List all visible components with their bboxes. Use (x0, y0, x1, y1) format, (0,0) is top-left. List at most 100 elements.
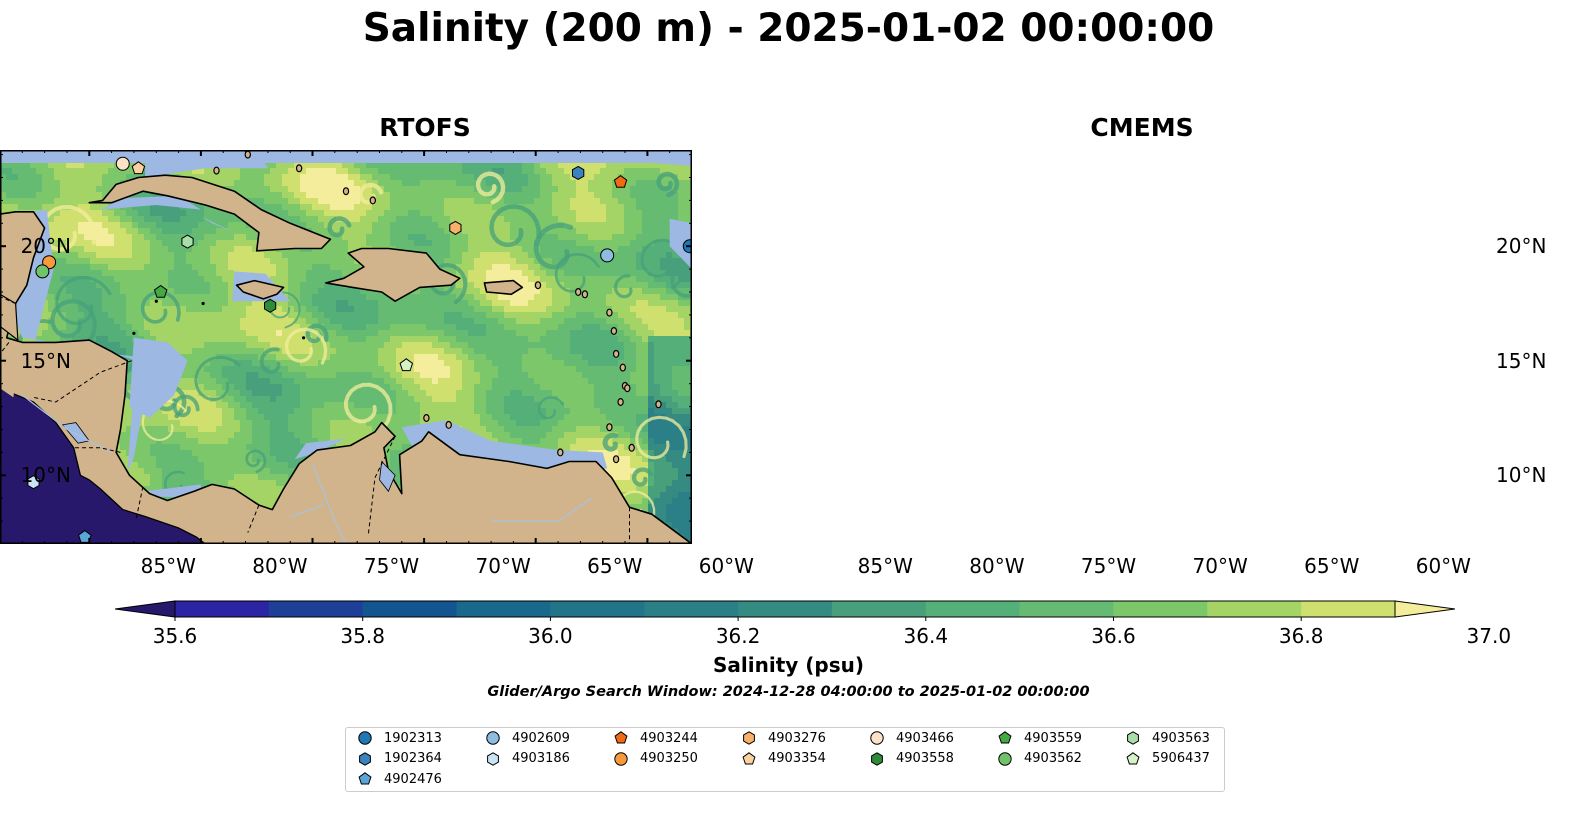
float-markers (27, 156, 692, 543)
legend-label: 5906437 (1152, 751, 1210, 766)
legend-marker (358, 772, 372, 785)
legend-marker (614, 751, 628, 766)
country-borders (0, 296, 630, 544)
float-marker-4903276 (449, 220, 462, 235)
legend-item: 4903562 (994, 750, 1082, 768)
circle-marker-icon (358, 731, 372, 745)
colorbar-tick-label: 35.6 (152, 624, 198, 648)
float-marker-4902476 (78, 529, 92, 543)
lat-tick-label: 15°N (20, 348, 71, 373)
pentagon-marker-icon (614, 731, 628, 744)
lat-tick-label: 20°N (20, 234, 71, 259)
legend-marker (871, 751, 883, 766)
colorbar-bin (362, 601, 458, 617)
legend-marker (742, 751, 756, 764)
float-marker-5906437 (399, 358, 414, 372)
hexagon-marker-icon (1127, 731, 1139, 745)
legend-marker (1127, 731, 1139, 745)
map-content (0, 150, 692, 544)
legend-label: 4903562 (1024, 751, 1082, 766)
colorbar-tick-label: 36.0 (528, 624, 573, 648)
pentagon-marker-icon (358, 772, 372, 785)
colorbar-bin (738, 601, 833, 617)
lon-tick-label: 65°W (587, 554, 643, 578)
pentagon-marker-icon (742, 751, 756, 764)
legend-label: 4903559 (1024, 730, 1082, 746)
colorbar-bin (925, 601, 1021, 617)
search-window-caption: Glider/Argo Search Window: 2024-12-28 04… (487, 684, 1090, 700)
legend-marker (359, 751, 371, 766)
colorbar-tick-label: 36.8 (1278, 624, 1324, 648)
lon-tick-label: 75°W (363, 554, 420, 578)
legend-marker (743, 731, 755, 745)
legend-marker (870, 731, 884, 745)
legend-label: 4903558 (896, 751, 954, 766)
circle-marker-icon (486, 731, 500, 745)
legend-label: 4903250 (640, 751, 698, 766)
lat-tick-label: 15°N (1496, 348, 1547, 373)
legend-item: 4903559 (994, 729, 1082, 747)
legend-item: 4903563 (1122, 729, 1210, 747)
colorbar-tick-label: 36.6 (1091, 624, 1136, 648)
map-frame (0, 150, 692, 544)
legend-marker (998, 751, 1012, 766)
legend-label: 4902609 (512, 730, 570, 746)
colorbar-bin (175, 601, 270, 617)
legend-label: 4903244 (640, 730, 698, 746)
colorbar-bin (1207, 601, 1302, 617)
lon-tick-label: 85°W (857, 554, 913, 578)
colorbar-bin (644, 601, 739, 617)
colorbar-bin (1019, 601, 1114, 617)
float-marker-4903559 (153, 284, 168, 298)
float-marker-4903354 (131, 161, 146, 175)
lon-tick-label: 70°W (1192, 554, 1248, 578)
legend-item: 4902476 (354, 770, 442, 788)
hexagon-marker-icon (359, 751, 371, 766)
pentagon-marker-icon (1126, 751, 1140, 764)
float-legend: 1902313 1902364 4902476 4902609 4903186 49032… (345, 727, 1225, 792)
lon-tick-label: 65°W (1304, 554, 1360, 578)
float-marker-4903558 (264, 298, 277, 313)
legend-marker (486, 731, 500, 745)
legend-label: 4902476 (384, 771, 442, 787)
legend-label: 1902313 (384, 730, 442, 746)
legend-item: 4903558 (866, 750, 954, 768)
legend-item: 4903250 (610, 750, 698, 768)
rivers (21, 394, 592, 544)
legend-marker (614, 731, 628, 744)
hexagon-marker-icon (743, 731, 755, 745)
legend-item: 4902609 (482, 729, 570, 747)
legend-marker (1126, 751, 1140, 764)
float-marker-4903562 (35, 264, 50, 279)
float-marker-4902609 (600, 248, 615, 263)
legend-item: 4903354 (738, 750, 826, 768)
legend-item: 4903466 (866, 729, 954, 747)
lon-tick-label: 70°W (475, 554, 531, 578)
hexagon-marker-icon (871, 751, 883, 766)
rtofs-panel-title: RTOFS (379, 113, 471, 142)
landmass (0, 150, 692, 544)
lon-tick-label: 80°W (252, 554, 308, 578)
cmems-map (0, 150, 692, 544)
legend-marker (998, 731, 1012, 744)
colorbar-extend-max (1394, 600, 1455, 618)
figure-title: Salinity (200 m) - 2025-01-02 00:00:00 (362, 6, 1215, 51)
colorbar-bin (456, 601, 551, 617)
legend-label: 4903186 (512, 751, 570, 766)
colorbar-tick-label: 36.4 (903, 624, 949, 648)
legend-item: 1902364 (354, 750, 442, 768)
lon-tick-label: 60°W (698, 554, 754, 578)
colorbar (115, 600, 1455, 621)
colorbar-label: Salinity (psu) (712, 653, 864, 677)
colorbar-extend-min (115, 600, 176, 618)
legend-label: 4903354 (768, 751, 826, 766)
legend-label: 4903276 (768, 730, 826, 746)
float-marker-4903186 (27, 475, 40, 490)
legend-item: 1902313 (354, 729, 442, 747)
circle-marker-icon (614, 751, 628, 766)
legend-label: 1902364 (384, 751, 442, 766)
pentagon-marker-icon (998, 731, 1012, 744)
lat-tick-label: 10°N (20, 463, 71, 488)
colorbar-bin (550, 601, 645, 617)
legend-item: 4903276 (738, 729, 826, 747)
